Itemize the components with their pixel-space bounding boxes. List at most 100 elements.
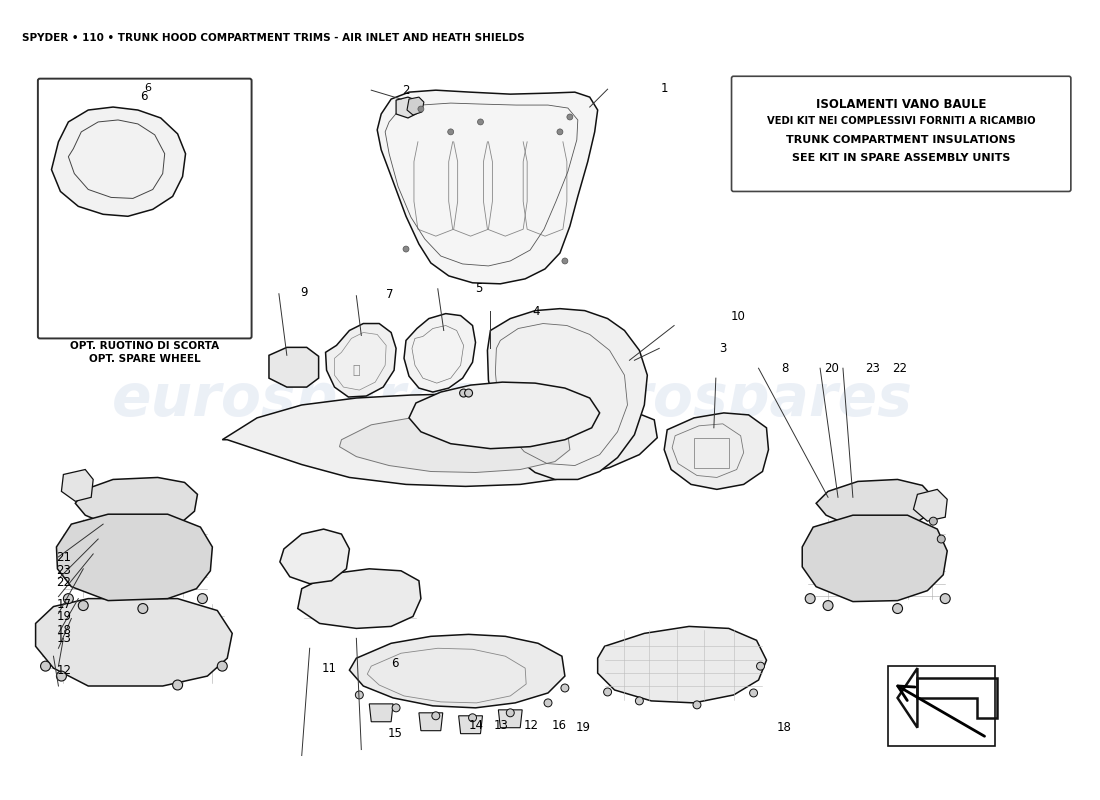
Text: 16: 16 bbox=[551, 719, 566, 732]
Circle shape bbox=[937, 535, 945, 543]
Circle shape bbox=[805, 594, 815, 603]
Polygon shape bbox=[370, 704, 393, 722]
Text: 12: 12 bbox=[524, 719, 539, 732]
Circle shape bbox=[41, 661, 51, 671]
Polygon shape bbox=[816, 479, 933, 529]
Circle shape bbox=[418, 106, 424, 112]
Circle shape bbox=[173, 680, 183, 690]
Polygon shape bbox=[279, 529, 350, 584]
Circle shape bbox=[940, 594, 950, 603]
Polygon shape bbox=[377, 90, 597, 284]
Text: 8: 8 bbox=[781, 362, 789, 374]
Circle shape bbox=[749, 689, 758, 697]
Polygon shape bbox=[62, 470, 94, 502]
Text: eurospares: eurospares bbox=[112, 371, 482, 429]
Text: 3: 3 bbox=[719, 342, 726, 355]
Polygon shape bbox=[350, 634, 565, 708]
Polygon shape bbox=[459, 716, 483, 734]
Polygon shape bbox=[913, 490, 947, 521]
Circle shape bbox=[469, 714, 476, 722]
Circle shape bbox=[56, 671, 66, 681]
FancyBboxPatch shape bbox=[37, 78, 252, 338]
Text: 6: 6 bbox=[392, 658, 398, 670]
Text: Ⓕ: Ⓕ bbox=[353, 364, 360, 377]
Polygon shape bbox=[270, 347, 319, 387]
Text: 18: 18 bbox=[56, 624, 72, 637]
Polygon shape bbox=[298, 569, 421, 629]
Text: VEDI KIT NEI COMPLESSIVI FORNITI A RICAMBIO: VEDI KIT NEI COMPLESSIVI FORNITI A RICAM… bbox=[767, 116, 1035, 126]
Circle shape bbox=[432, 712, 440, 720]
Circle shape bbox=[477, 119, 484, 125]
Polygon shape bbox=[419, 713, 442, 730]
Circle shape bbox=[464, 389, 473, 397]
Circle shape bbox=[693, 701, 701, 709]
Text: 4: 4 bbox=[532, 305, 539, 318]
Text: 13: 13 bbox=[494, 719, 508, 732]
Circle shape bbox=[561, 684, 569, 692]
Circle shape bbox=[448, 129, 453, 135]
Polygon shape bbox=[396, 97, 416, 118]
Text: 10: 10 bbox=[730, 310, 746, 323]
Text: 1: 1 bbox=[661, 82, 669, 95]
Circle shape bbox=[757, 662, 764, 670]
Polygon shape bbox=[498, 710, 522, 728]
Polygon shape bbox=[487, 309, 647, 479]
Circle shape bbox=[78, 601, 88, 610]
Text: ISOLAMENTI VANO BAULE: ISOLAMENTI VANO BAULE bbox=[816, 98, 987, 111]
Polygon shape bbox=[35, 598, 232, 686]
Circle shape bbox=[138, 603, 147, 614]
Circle shape bbox=[562, 258, 568, 264]
Text: 5: 5 bbox=[475, 282, 483, 295]
Text: 7: 7 bbox=[386, 288, 393, 301]
Text: 20: 20 bbox=[824, 362, 839, 374]
Text: 18: 18 bbox=[777, 721, 791, 734]
Circle shape bbox=[198, 594, 208, 603]
Text: OPT. SPARE WHEEL: OPT. SPARE WHEEL bbox=[89, 354, 200, 364]
Text: TRUNK COMPARTMENT INSULATIONS: TRUNK COMPARTMENT INSULATIONS bbox=[786, 135, 1016, 145]
Text: 23: 23 bbox=[865, 362, 880, 374]
Circle shape bbox=[636, 697, 644, 705]
Circle shape bbox=[392, 704, 400, 712]
Text: 6: 6 bbox=[140, 90, 147, 103]
Circle shape bbox=[566, 114, 573, 120]
Polygon shape bbox=[597, 626, 767, 703]
Polygon shape bbox=[404, 314, 475, 392]
Polygon shape bbox=[222, 394, 658, 486]
Circle shape bbox=[544, 699, 552, 707]
Text: OPT. RUOTINO DI SCORTA: OPT. RUOTINO DI SCORTA bbox=[70, 342, 219, 351]
Text: 23: 23 bbox=[56, 563, 72, 577]
Text: 14: 14 bbox=[469, 719, 483, 732]
Circle shape bbox=[218, 661, 228, 671]
Circle shape bbox=[823, 601, 833, 610]
Text: eurospares: eurospares bbox=[544, 371, 913, 429]
Text: SPYDER • 110 • TRUNK HOOD COMPARTMENT TRIMS - AIR INLET AND HEATH SHIELDS: SPYDER • 110 • TRUNK HOOD COMPARTMENT TR… bbox=[22, 33, 525, 42]
FancyBboxPatch shape bbox=[732, 76, 1071, 191]
Text: 19: 19 bbox=[575, 721, 591, 734]
Circle shape bbox=[460, 389, 467, 397]
Circle shape bbox=[506, 709, 515, 717]
Circle shape bbox=[64, 594, 74, 603]
Circle shape bbox=[403, 246, 409, 252]
Text: 19: 19 bbox=[56, 610, 72, 623]
Text: 6: 6 bbox=[144, 83, 152, 93]
Polygon shape bbox=[407, 97, 424, 115]
Text: 9: 9 bbox=[300, 286, 308, 299]
Polygon shape bbox=[409, 382, 600, 449]
Circle shape bbox=[892, 603, 902, 614]
Text: 2: 2 bbox=[403, 84, 409, 97]
Polygon shape bbox=[802, 515, 947, 602]
Text: 21: 21 bbox=[56, 550, 72, 564]
Polygon shape bbox=[75, 478, 198, 529]
Polygon shape bbox=[326, 323, 396, 397]
Text: 15: 15 bbox=[387, 727, 403, 740]
Text: 22: 22 bbox=[56, 576, 72, 590]
Polygon shape bbox=[56, 514, 212, 601]
Polygon shape bbox=[664, 413, 769, 490]
Text: SEE KIT IN SPARE ASSEMBLY UNITS: SEE KIT IN SPARE ASSEMBLY UNITS bbox=[792, 153, 1011, 162]
Circle shape bbox=[604, 688, 612, 696]
Circle shape bbox=[355, 691, 363, 699]
Text: 12: 12 bbox=[56, 664, 72, 677]
Text: 13: 13 bbox=[56, 632, 72, 645]
Text: 17: 17 bbox=[56, 598, 72, 611]
Polygon shape bbox=[52, 107, 186, 216]
